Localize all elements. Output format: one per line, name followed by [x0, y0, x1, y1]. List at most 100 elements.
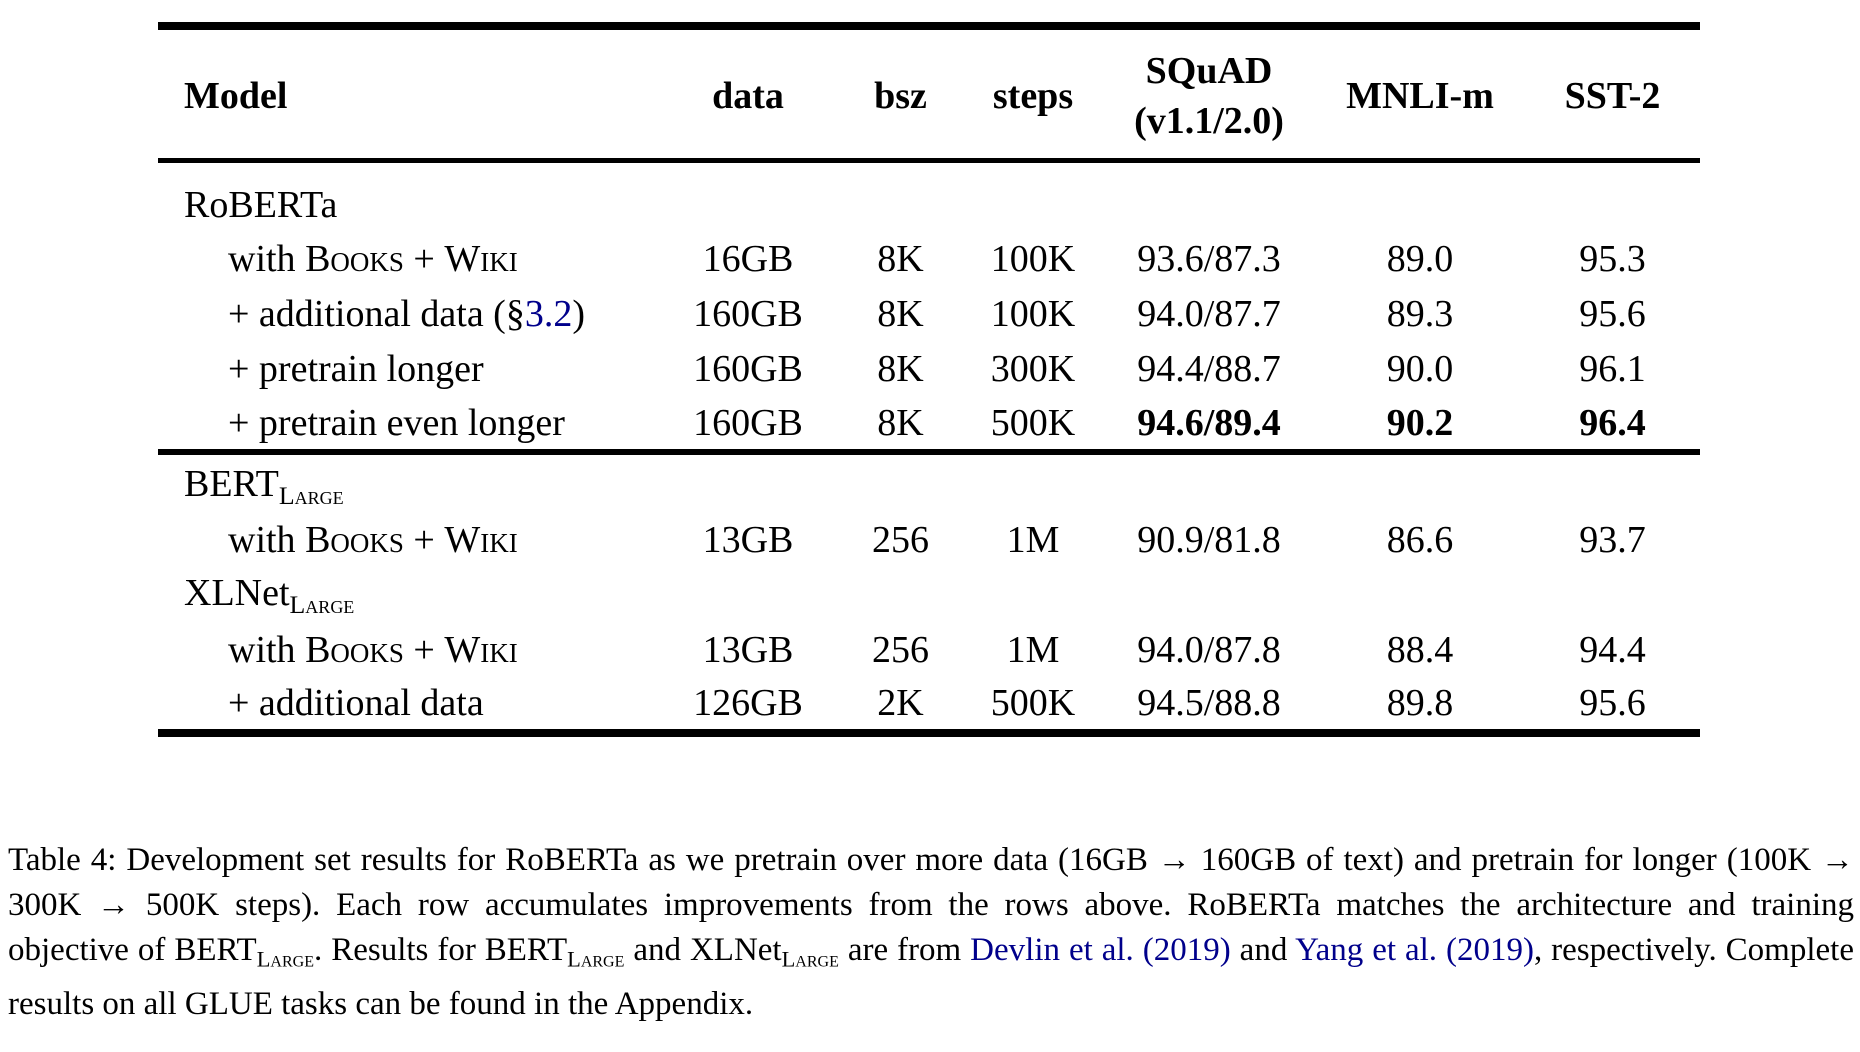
col-header-sst-2-label: SST-2	[1564, 75, 1661, 117]
cell-data: 160GB	[693, 401, 803, 444]
header-row: Model data bsz steps SQuAD (v1.1/2.0) MN…	[158, 26, 1700, 161]
cell-squad: 93.6/87.3	[1137, 238, 1281, 280]
text-segment: , respectively. Complete results on all …	[8, 932, 1854, 1022]
group-header-row: RoBERTa	[158, 161, 1700, 232]
cell-squad: 90.9/81.8	[1137, 519, 1281, 561]
col-header-steps: steps	[963, 26, 1103, 161]
col-header-squad-sublabel: (v1.1/2.0)	[1134, 100, 1284, 142]
group-name-cell: RoBERTa	[158, 161, 1700, 232]
col-header-model: Model	[158, 26, 658, 161]
cell-model: with Books + Wiki	[158, 232, 658, 287]
cell-squad: 94.0/87.7	[1137, 293, 1281, 335]
cell-steps: 1M	[1006, 629, 1060, 671]
results-table-container: Model data bsz steps SQuAD (v1.1/2.0) MN…	[158, 22, 1700, 737]
text-segment: and XLNet	[624, 932, 782, 968]
text-segment: Large	[567, 946, 625, 972]
text-segment: + additional data (§	[228, 293, 525, 335]
cell-bsz: 256	[872, 519, 929, 561]
cell-sst2: 95.6	[1579, 293, 1646, 335]
col-header-bsz-label: bsz	[874, 75, 927, 117]
text-segment: Books	[305, 238, 404, 280]
group-name-cell: BERTLarge	[158, 452, 1700, 513]
text-segment: are from	[838, 932, 971, 968]
text-segment: Wiki	[444, 519, 518, 561]
cell-mnli: 90.2	[1386, 401, 1454, 444]
results-table: Model data bsz steps SQuAD (v1.1/2.0) MN…	[158, 22, 1700, 737]
cell-data: 16GB	[702, 238, 794, 280]
text-segment: Large	[289, 589, 355, 619]
cell-bsz: 8K	[877, 293, 924, 335]
cell-squad: 94.0/87.8	[1137, 629, 1281, 671]
col-header-squad: SQuAD (v1.1/2.0)	[1103, 26, 1315, 161]
text-segment: RoBERTa	[184, 184, 338, 227]
cell-steps: 300K	[990, 348, 1076, 390]
cell-mnli: 88.4	[1386, 629, 1454, 671]
col-header-model-label: Model	[184, 75, 288, 117]
col-header-data: data	[658, 26, 838, 161]
cell-data: 13GB	[702, 519, 794, 561]
cell-mnli: 89.0	[1386, 238, 1454, 280]
group-header-row: XLNetLarge	[158, 568, 1700, 623]
text-segment: + pretrain even longer	[228, 401, 565, 444]
text-segment: . Results for BERT	[313, 932, 568, 968]
col-header-data-label: data	[712, 75, 784, 117]
text-segment: and	[1230, 932, 1296, 968]
cell-data: 160GB	[693, 348, 803, 390]
table-row: + additional data 126GB 2K 500K 94.5/88.8 89.…	[158, 678, 1700, 733]
text-segment: Books	[305, 629, 404, 671]
cell-sst2: 96.1	[1579, 348, 1646, 390]
cell-model: + additional data	[158, 678, 658, 733]
text-segment: +	[403, 238, 445, 280]
cell-squad: 94.6/89.4	[1137, 401, 1281, 444]
col-header-mnli-m: MNLI-m	[1315, 26, 1525, 161]
text-segment: Table 4: Development set results for RoB…	[8, 842, 1854, 968]
devlin-2019-citation-link[interactable]: Devlin et al. (2019)	[970, 932, 1231, 968]
text-segment: Wiki	[444, 629, 518, 671]
cell-steps: 500K	[990, 682, 1076, 724]
cell-mnli: 89.8	[1386, 682, 1454, 724]
text-segment: BERT	[184, 463, 279, 506]
table-row: with Books + Wiki 13GB 256 1M 90.9/81.8 86.6 9…	[158, 513, 1700, 568]
text-segment: XLNet	[184, 571, 290, 614]
table-row: with Books + Wiki 13GB 256 1M 94.0/87.8 88.4 9…	[158, 623, 1700, 678]
col-header-squad-label: SQuAD	[1145, 50, 1273, 92]
group-header-row: BERTLarge	[158, 452, 1700, 513]
text-segment: +	[403, 629, 445, 671]
cell-bsz: 2K	[877, 682, 924, 724]
cell-bsz: 8K	[877, 401, 924, 444]
cell-sst2: 95.3	[1579, 238, 1646, 280]
cell-model: + additional data (§3.2)	[158, 287, 658, 342]
text-segment: with	[228, 519, 306, 561]
text-segment: +	[403, 519, 445, 561]
table-caption: Table 4: Development set results for RoB…	[8, 838, 1854, 1027]
cell-bsz: 8K	[877, 348, 924, 390]
col-header-mnli-m-label: MNLI-m	[1346, 75, 1494, 117]
col-header-bsz: bsz	[838, 26, 963, 161]
cell-bsz: 8K	[877, 238, 924, 280]
cell-mnli: 86.6	[1386, 519, 1454, 561]
cell-data: 126GB	[693, 682, 803, 724]
text-segment: + additional data	[228, 682, 484, 724]
section-3-2-link[interactable]: 3.2	[524, 293, 573, 335]
cell-steps: 1M	[1006, 519, 1060, 561]
yang-2019-citation-link[interactable]: Yang et al. (2019)	[1295, 932, 1534, 968]
table-row: + additional data (§3.2) 160GB 8K 100K 94.0/…	[158, 287, 1700, 342]
text-segment: )	[572, 293, 585, 335]
cell-model: + pretrain even longer	[158, 397, 658, 452]
cell-sst2: 96.4	[1579, 401, 1646, 444]
text-segment: with	[228, 238, 306, 280]
cell-mnli: 89.3	[1386, 293, 1454, 335]
text-segment: Large	[278, 480, 344, 510]
group-name-cell: XLNetLarge	[158, 568, 1700, 623]
text-segment: Large	[781, 946, 839, 972]
table-body: RoBERTa with Books + Wiki 16GB 8K 100K 93.6/8…	[158, 161, 1700, 733]
cell-data: 13GB	[702, 629, 794, 671]
cell-model: with Books + Wiki	[158, 513, 658, 568]
cell-steps: 100K	[990, 238, 1076, 280]
text-segment: Large	[256, 946, 314, 972]
text-segment: Wiki	[444, 238, 518, 280]
text-segment: with	[228, 629, 306, 671]
cell-mnli: 90.0	[1386, 348, 1454, 390]
text-segment: Books	[305, 519, 404, 561]
cell-sst2: 95.6	[1579, 682, 1646, 724]
